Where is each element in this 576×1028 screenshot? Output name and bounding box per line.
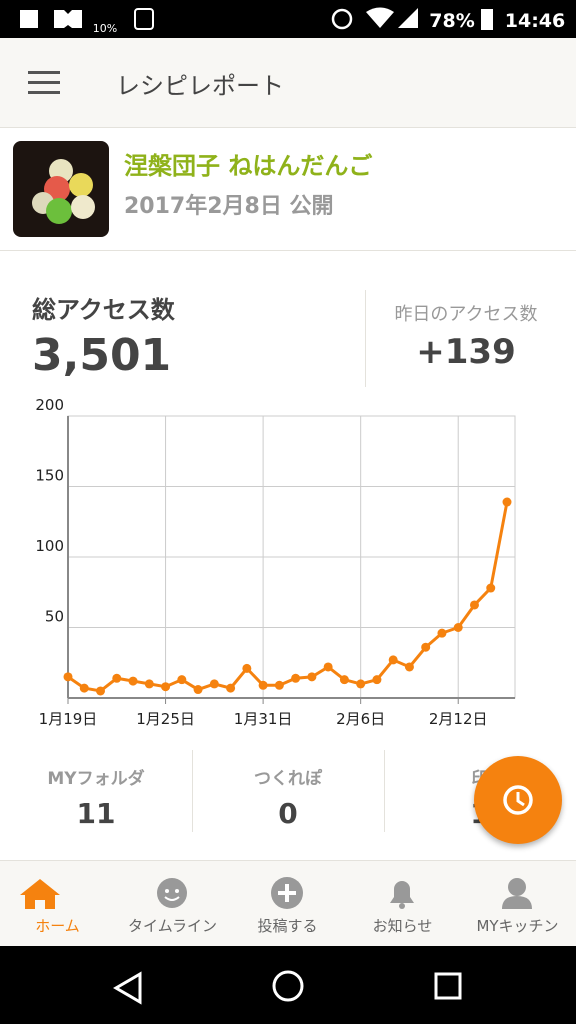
- nav-icon: [502, 878, 532, 909]
- nav-item[interactable]: お知らせ: [345, 861, 460, 947]
- point: [421, 642, 431, 652]
- point: [63, 672, 73, 682]
- time: 14:46: [505, 10, 565, 32]
- point: [193, 685, 203, 695]
- fab-history[interactable]: [474, 756, 562, 844]
- point: [177, 675, 187, 685]
- bottom-stats: MYフォルダ11つくれぽ0印1: [0, 750, 576, 840]
- point: [161, 682, 171, 692]
- y-tick-label: 100: [35, 537, 64, 555]
- stat-label: つくれぽ: [254, 769, 322, 789]
- point: [404, 662, 414, 672]
- yesterday-value: +139: [416, 332, 516, 372]
- point: [323, 662, 333, 672]
- point: [469, 600, 479, 610]
- y-tick-label: 200: [35, 396, 64, 414]
- point: [242, 663, 252, 673]
- icon: [366, 7, 394, 28]
- point: [112, 673, 122, 683]
- point: [128, 676, 138, 686]
- battery: 78%: [429, 10, 474, 32]
- total-value: 3,501: [32, 330, 172, 381]
- yesterday-label: 昨日のアクセス数: [394, 304, 538, 325]
- nav-icon: [157, 878, 187, 908]
- status-bar: 10% 78% 14:46: [0, 0, 576, 38]
- access-chart: 50 100 150 200 1月19日 1月25日 1月31日 2月6日 2月12日: [35, 396, 516, 728]
- app-bar: レシピレポート: [0, 38, 576, 128]
- stat: つくれぽ 0: [192, 750, 385, 832]
- point: [79, 683, 89, 693]
- x-tick-label: 1月31日: [234, 710, 293, 728]
- icon: [54, 10, 82, 28]
- line: [67, 501, 509, 693]
- point: [226, 683, 236, 693]
- point: [339, 675, 349, 685]
- point: [356, 679, 366, 689]
- icon: [331, 8, 353, 30]
- stat-value: 11: [76, 797, 116, 830]
- stat-value: 0: [278, 797, 298, 830]
- icon: [398, 8, 418, 28]
- recipe-date: 2017年2月8日 公開: [124, 194, 334, 219]
- divider: [365, 290, 366, 387]
- icon: [481, 9, 493, 30]
- stat: MYフォルダ 11: [0, 750, 193, 832]
- point: [291, 673, 301, 683]
- point: [144, 679, 154, 689]
- point: [388, 655, 398, 665]
- nav-icon: [20, 879, 60, 909]
- point: [307, 672, 317, 682]
- point: [486, 583, 496, 593]
- x-tick-label: 2月6日: [336, 710, 385, 728]
- recipe-image: [13, 141, 109, 237]
- nav-icon: [390, 881, 414, 909]
- point: [209, 679, 219, 689]
- recipe-name: 涅槃団子 ねはんだんご: [124, 152, 373, 180]
- title: レシピレポート: [116, 72, 284, 100]
- nav-icon: [271, 877, 303, 909]
- nav-item[interactable]: MYキッチン: [460, 861, 575, 947]
- nav-label: タイムライン: [128, 917, 217, 935]
- nav-label: 投稿する: [257, 917, 318, 935]
- point: [372, 675, 382, 685]
- recipe-row[interactable]: 涅槃団子 ねはんだんご 2017年2月8日 公開: [0, 128, 576, 251]
- recents[interactable]: [434, 972, 462, 1000]
- point: [437, 628, 447, 638]
- battery-small: 10%: [93, 22, 117, 35]
- point: [453, 623, 463, 632]
- nav-label: ホーム: [35, 917, 80, 935]
- point: [502, 497, 512, 507]
- back[interactable]: [113, 971, 142, 1005]
- bottom-nav: ホーム タイムライン 投稿する お知らせ MYキッチン: [0, 860, 576, 947]
- nav-label: お知らせ: [372, 917, 433, 935]
- status-icons: 10% 78% 14:46: [20, 7, 565, 35]
- icon: [134, 8, 154, 30]
- y-tick-label: 150: [35, 467, 64, 485]
- x-tick-label: 2月12日: [429, 710, 488, 728]
- point: [258, 680, 268, 690]
- icon: [20, 10, 38, 28]
- system-nav: [0, 946, 576, 1024]
- x-tick-label: 1月25日: [136, 710, 195, 728]
- x-tick-label: 1月19日: [39, 710, 98, 728]
- total-label: 総アクセス数: [32, 296, 175, 324]
- nav-label: MYキッチン: [476, 917, 559, 935]
- home[interactable]: [272, 970, 304, 1002]
- stat-label: MYフォルダ: [47, 769, 145, 789]
- point: [96, 686, 106, 696]
- nav-item[interactable]: 投稿する: [230, 861, 345, 947]
- y-tick-label: 50: [45, 608, 64, 626]
- nav-item[interactable]: タイムライン: [115, 861, 230, 947]
- point: [274, 680, 284, 690]
- nav-item[interactable]: ホーム: [0, 861, 115, 947]
- menu-button[interactable]: [28, 71, 62, 95]
